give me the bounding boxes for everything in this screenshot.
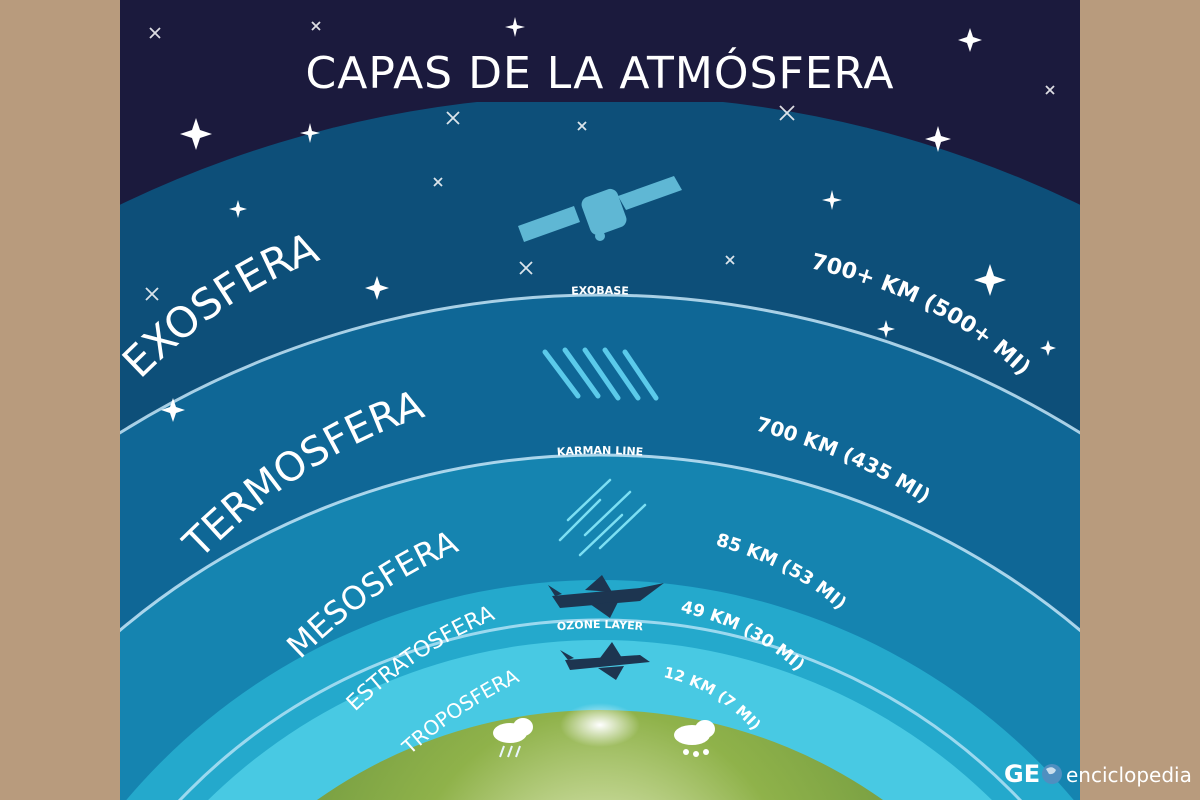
sparkle-icon (145, 287, 159, 301)
stars (161, 17, 1056, 422)
page-title: CAPAS DE LA ATMÓSFERA (306, 46, 895, 99)
star-icon (161, 398, 185, 422)
sparkle-icon (149, 27, 161, 39)
jet-fighter-icon (548, 575, 664, 618)
rain-cloud-icon (493, 718, 533, 758)
star-icon (877, 320, 895, 338)
brand-logo: GE enciclopedia (1004, 760, 1192, 788)
sparkle-icon (725, 255, 735, 265)
star-icon (180, 118, 212, 150)
exobase-label: EXOBASE (571, 284, 629, 298)
sparkle-icon (519, 261, 533, 275)
satellite-icon (518, 176, 682, 242)
aurora-streaks (542, 347, 659, 401)
sparkle-icon (1045, 85, 1055, 95)
star-icon (365, 276, 389, 300)
globe-icon (1042, 764, 1062, 784)
brand-suffix: enciclopedia (1066, 763, 1192, 787)
star-icon (925, 126, 951, 152)
karman-line-label: KARMAN LINE (556, 444, 643, 459)
star-icon (958, 28, 982, 52)
star-icon (505, 17, 525, 37)
snow-cloud-icon (674, 720, 715, 757)
sparkle-icon (311, 21, 321, 31)
brand-prefix: GE (1004, 760, 1040, 788)
exobase-line (120, 293, 1080, 435)
sparkle-icon (433, 177, 443, 187)
karman-line (120, 453, 1080, 633)
meteors (558, 478, 647, 557)
sun-glow (560, 703, 640, 747)
star-icon (1040, 340, 1056, 356)
sparkle-icon (446, 111, 460, 125)
star-icon (229, 200, 247, 218)
title-backdrop (270, 44, 930, 102)
sparkles (145, 21, 1055, 301)
earth (317, 710, 883, 800)
star-icon (974, 264, 1006, 296)
sparkle-icon (779, 105, 795, 121)
sparkle-icon (577, 121, 587, 131)
star-icon (822, 190, 842, 210)
ozone-line (177, 618, 1023, 800)
ozone-layer-label: OZONE LAYER (556, 618, 644, 633)
star-icon (300, 123, 320, 143)
airplane-icon (560, 642, 650, 680)
